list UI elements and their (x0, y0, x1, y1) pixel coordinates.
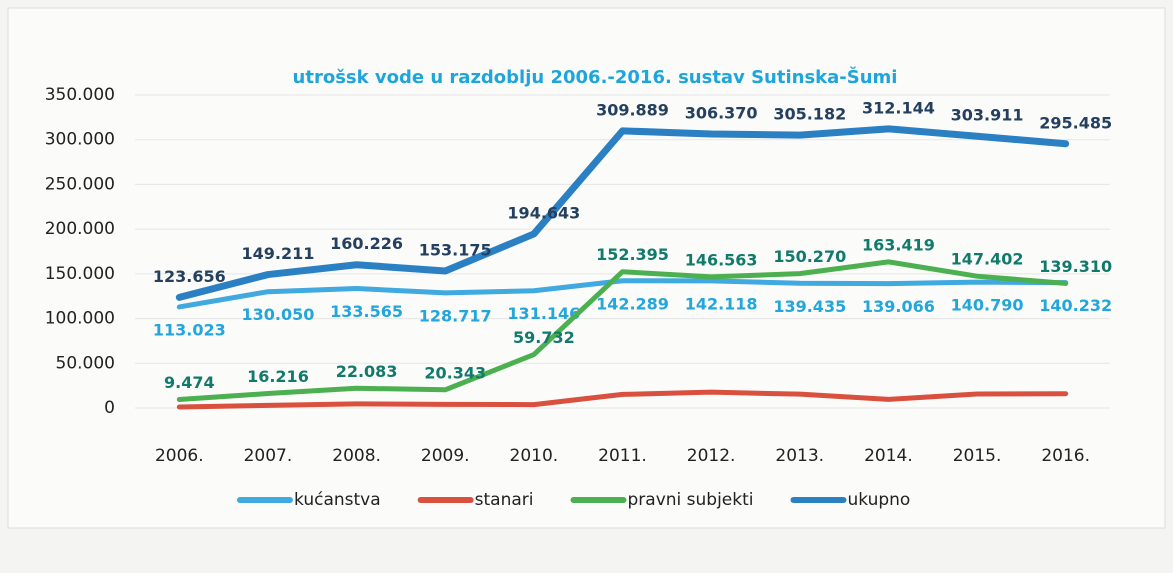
y-tick-label: 300.000 (45, 130, 115, 150)
data-label: 163.419 (862, 235, 935, 254)
x-tick-label: 2015. (953, 446, 1002, 466)
data-label: 22.083 (336, 362, 398, 381)
data-label: 130.050 (242, 305, 315, 324)
data-label: 140.790 (951, 296, 1024, 315)
data-label: 303.911 (951, 106, 1024, 125)
data-label: 194.643 (507, 203, 580, 222)
y-tick-label: 200.000 (45, 219, 115, 239)
data-label: 16.216 (247, 367, 309, 386)
legend-label: pravni subjekti (628, 490, 754, 510)
data-label: 133.565 (330, 302, 403, 321)
x-tick-label: 2014. (864, 446, 913, 466)
x-tick-label: 2009. (421, 446, 470, 466)
data-label: 306.370 (685, 104, 758, 123)
data-label: 113.023 (153, 320, 226, 339)
data-label: 131.146 (507, 304, 580, 323)
x-tick-label: 2008. (332, 446, 381, 466)
y-tick-label: 0 (104, 398, 115, 418)
data-label: 123.656 (153, 267, 226, 286)
series-line (175, 125, 1070, 301)
x-tick-label: 2012. (687, 446, 736, 466)
data-label: 152.395 (596, 245, 669, 264)
x-tick-label: 2013. (775, 446, 824, 466)
y-tick-label: 350.000 (45, 85, 115, 105)
data-label: 312.144 (862, 98, 935, 117)
data-label: 153.175 (419, 241, 492, 260)
legend-label: stanari (475, 490, 534, 510)
data-label: 142.118 (685, 294, 758, 313)
x-tick-label: 2011. (598, 446, 647, 466)
x-tick-label: 2010. (510, 446, 559, 466)
data-label: 20.343 (424, 363, 486, 382)
data-label: 149.211 (242, 244, 315, 263)
data-label: 139.310 (1039, 257, 1112, 276)
series-line (176, 278, 1069, 310)
data-label: 140.232 (1039, 296, 1112, 315)
data-label: 139.435 (773, 297, 846, 316)
data-label: 160.226 (330, 234, 403, 253)
x-tick-label: 2007. (244, 446, 293, 466)
data-label: 139.066 (862, 297, 935, 316)
data-label: 309.889 (596, 100, 669, 119)
x-tick-label: 2006. (155, 446, 204, 466)
data-label: 9.474 (164, 373, 215, 392)
data-label: 305.182 (773, 105, 846, 124)
legend-label: ukupno (848, 490, 911, 510)
data-label: 150.270 (773, 247, 846, 266)
legend-label: kućanstva (294, 490, 381, 510)
data-label: 147.402 (951, 250, 1024, 269)
data-label: 295.485 (1039, 113, 1112, 132)
series-line (176, 259, 1069, 403)
series-line (176, 389, 1069, 410)
y-tick-label: 250.000 (45, 174, 115, 194)
y-tick-label: 50.000 (56, 353, 115, 373)
x-tick-label: 2016. (1041, 446, 1090, 466)
data-label: 59.732 (513, 328, 575, 347)
data-label: 142.289 (596, 294, 669, 313)
chart-title: utrošsk vode u razdoblju 2006.-2016. sus… (293, 66, 898, 88)
y-tick-label: 150.000 (45, 264, 115, 284)
data-label: 146.563 (685, 250, 758, 269)
y-tick-label: 100.000 (45, 309, 115, 329)
data-label: 128.717 (419, 306, 492, 325)
